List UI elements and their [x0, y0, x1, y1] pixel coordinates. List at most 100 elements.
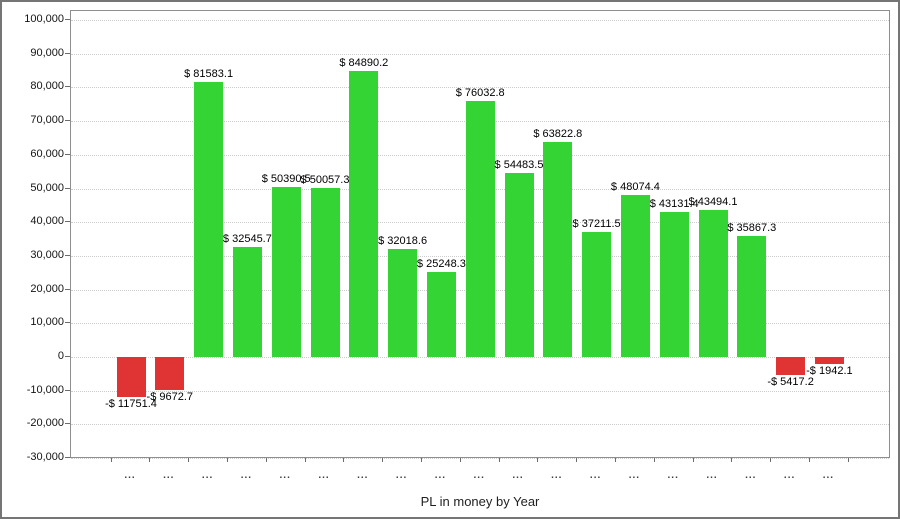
bar-negative — [814, 357, 844, 364]
y-axis: 100,000 90,000 80,000 70,000 60,000 50,000 40,… — [2, 10, 64, 466]
x-axis-tick — [304, 458, 306, 462]
x-axis-tick — [188, 458, 190, 462]
plot-area: -$ 11751.4 -$ 9672.7 $ 81583.1 $ 32545.7 $ 5… — [70, 10, 890, 460]
x-axis-tick-label: ... — [783, 470, 796, 481]
x-axis-tick-label: ... — [279, 470, 291, 481]
gridline — [71, 424, 889, 426]
gridline — [71, 390, 889, 392]
bar-value-label: $ 37211.5 — [572, 217, 621, 230]
gridline — [71, 53, 889, 55]
x-axis-tick — [149, 458, 151, 462]
y-axis-tick-label: -30,000 — [26, 451, 64, 464]
bar-value-label: -$ 11751.4 — [105, 397, 157, 410]
y-axis-tick — [65, 52, 70, 54]
x-axis-tick — [343, 458, 345, 462]
bar-positive — [349, 70, 379, 357]
x-axis-tick-label: ... — [357, 470, 369, 481]
bar-value-label: $ 25248.3 — [416, 257, 466, 270]
x-axis-tick — [731, 458, 733, 462]
y-axis-tick — [65, 288, 70, 290]
x-axis-tick — [265, 458, 267, 462]
y-axis-tick-label: 50,000 — [30, 181, 64, 194]
bar-value-label: $ 48074.4 — [610, 180, 660, 193]
bar-negative — [155, 357, 185, 390]
y-axis-tick — [65, 356, 70, 357]
x-axis-tick-label: ... — [589, 470, 602, 481]
bar-value-label: $ 81583.1 — [184, 68, 234, 81]
bar-positive — [504, 173, 534, 357]
bar-positive — [620, 194, 650, 357]
x-axis-tick-label: ... — [395, 470, 408, 481]
x-axis-tick — [576, 458, 578, 462]
y-axis-tick — [65, 254, 70, 256]
bar-value-label: $ 43494.1 — [688, 196, 738, 209]
x-axis-tick — [809, 458, 810, 462]
bar-positive — [582, 231, 612, 357]
bar-positive — [232, 247, 262, 357]
x-axis-tick-label: ... — [240, 470, 253, 481]
x-axis-tick — [692, 458, 694, 462]
y-axis-tick — [65, 423, 70, 425]
y-axis-tick-label: 70,000 — [30, 114, 64, 127]
y-axis-tick-label: -10,000 — [26, 383, 64, 396]
bar-value-label: $ 50390.5 — [261, 173, 311, 186]
x-axis-tick-label: ... — [201, 470, 214, 481]
x-axis-tick-label: ... — [473, 470, 485, 481]
y-axis-tick — [65, 221, 70, 223]
bar-value-label: $ 32545.7 — [222, 233, 272, 246]
y-axis-tick — [65, 120, 70, 122]
y-axis-tick — [65, 389, 70, 391]
y-axis-tick-label: 30,000 — [30, 248, 64, 261]
x-axis-tick-label: ... — [124, 470, 136, 481]
bar-value-label: $ 54483.5 — [494, 159, 544, 172]
y-axis-tick-label: 0 — [57, 350, 64, 362]
x-axis-tick — [615, 458, 616, 462]
bar-positive — [465, 100, 495, 357]
bar-positive — [698, 210, 728, 357]
x-axis-tick-label: ... — [628, 470, 641, 481]
y-axis-tick — [65, 187, 70, 189]
gridline — [71, 20, 889, 21]
bar-value-label: $ 35867.3 — [727, 222, 777, 235]
y-axis-tick-label: 20,000 — [30, 282, 64, 295]
x-axis-tick-label: ... — [551, 470, 563, 481]
x-axis-tick — [110, 458, 112, 462]
y-axis-tick — [65, 457, 70, 459]
bar-value-label: -$ 9672.7 — [146, 390, 194, 403]
x-axis-tick — [459, 458, 461, 462]
x-axis-title: PL in money by Year — [420, 494, 540, 509]
y-axis-tick-label: 100,000 — [24, 13, 64, 25]
bar-positive — [271, 187, 301, 357]
bar-value-label: $ 84890.2 — [339, 56, 389, 69]
bar-negative — [776, 357, 806, 376]
bar-value-label: $ 63822.8 — [533, 127, 583, 140]
y-axis-tick — [65, 86, 70, 88]
y-axis-tick — [65, 322, 70, 324]
x-axis-tick — [847, 458, 849, 462]
bar-value-label: $ 76032.8 — [455, 86, 505, 99]
y-axis-tick-label: 80,000 — [30, 80, 64, 93]
bar-positive — [194, 82, 224, 357]
x-axis-tick-label: ... — [434, 470, 447, 481]
bar-positive — [310, 188, 340, 357]
y-axis-tick-label: 90,000 — [30, 46, 64, 59]
bar-value-label: $ 32018.6 — [378, 235, 428, 248]
bar-value-label: $ 43131.4 — [649, 197, 699, 210]
x-axis-tick — [770, 458, 772, 462]
x-axis-tick-label: ... — [745, 470, 757, 481]
bar-positive — [426, 271, 456, 357]
x-axis-tick — [537, 458, 539, 462]
x-axis-tick-label: ... — [667, 470, 679, 481]
x-axis-tick — [382, 458, 384, 462]
x-axis-tick-label: ... — [706, 470, 718, 481]
bar-positive — [737, 236, 767, 357]
bar-value-label: $ 50057.3 — [300, 174, 350, 187]
x-axis-tick-label: ... — [163, 470, 175, 481]
bar-positive — [543, 141, 573, 357]
x-axis-tick-label: ... — [512, 470, 524, 481]
x-axis-tick-label: ... — [822, 470, 835, 481]
bar-negative — [116, 357, 146, 397]
bar-value-label: -$ 1942.1 — [806, 364, 853, 377]
x-axis-tick — [421, 458, 422, 462]
